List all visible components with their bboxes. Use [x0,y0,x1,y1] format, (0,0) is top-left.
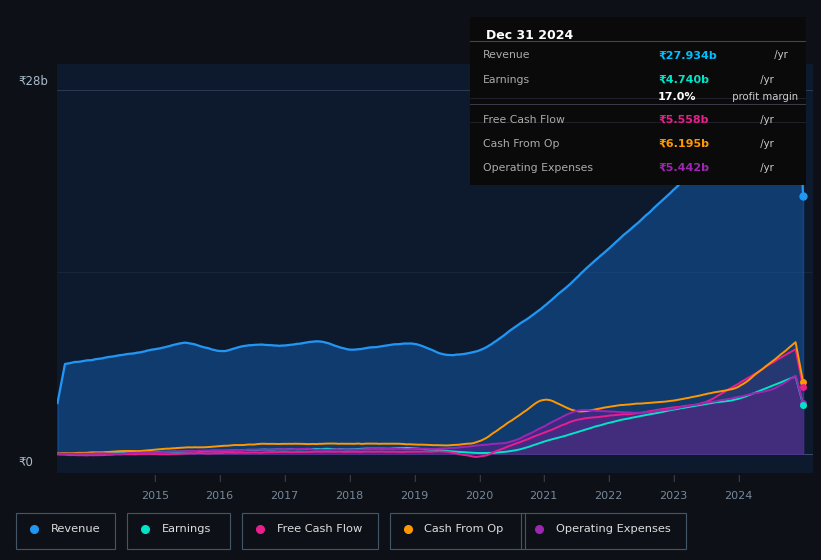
Text: ₹28b: ₹28b [18,74,48,88]
Text: Operating Expenses: Operating Expenses [556,524,671,534]
Text: 2018: 2018 [335,491,364,501]
Text: Earnings: Earnings [483,75,530,85]
Text: ₹6.195b: ₹6.195b [658,138,709,148]
Text: ₹0: ₹0 [18,455,33,469]
Text: /yr: /yr [771,50,788,60]
Text: |: | [348,475,351,482]
Text: Earnings: Earnings [162,524,211,534]
Text: Cash From Op: Cash From Op [424,524,504,534]
Text: profit margin: profit margin [729,92,798,102]
Text: |: | [478,475,480,482]
Text: 2020: 2020 [465,491,493,501]
Text: Free Cash Flow: Free Cash Flow [483,115,565,125]
Text: 2017: 2017 [270,491,299,501]
Text: Dec 31 2024: Dec 31 2024 [486,29,574,41]
Text: 2024: 2024 [724,491,752,501]
Text: /yr: /yr [757,163,774,173]
Text: 2015: 2015 [140,491,169,501]
Text: Cash From Op: Cash From Op [483,138,560,148]
Text: |: | [608,475,610,482]
Text: |: | [543,475,545,482]
Text: 2019: 2019 [400,491,429,501]
Text: ₹27.934b: ₹27.934b [658,50,717,60]
Text: |: | [737,475,740,482]
Text: ₹4.740b: ₹4.740b [658,75,709,85]
Text: |: | [413,475,415,482]
Text: 2022: 2022 [594,491,623,501]
Text: ₹5.442b: ₹5.442b [658,163,709,173]
Text: |: | [672,475,675,482]
Text: /yr: /yr [757,75,774,85]
Text: Revenue: Revenue [483,50,530,60]
Text: |: | [283,475,286,482]
Text: Free Cash Flow: Free Cash Flow [277,524,362,534]
Text: 2023: 2023 [659,491,687,501]
Text: |: | [218,475,221,482]
Text: Operating Expenses: Operating Expenses [483,163,593,173]
Text: |: | [154,475,156,482]
Text: /yr: /yr [757,115,774,125]
Text: ₹5.558b: ₹5.558b [658,115,709,125]
Text: 2016: 2016 [205,491,234,501]
Text: /yr: /yr [757,138,774,148]
Text: 17.0%: 17.0% [658,92,696,102]
Text: 2021: 2021 [530,491,557,501]
Text: Revenue: Revenue [51,524,100,534]
